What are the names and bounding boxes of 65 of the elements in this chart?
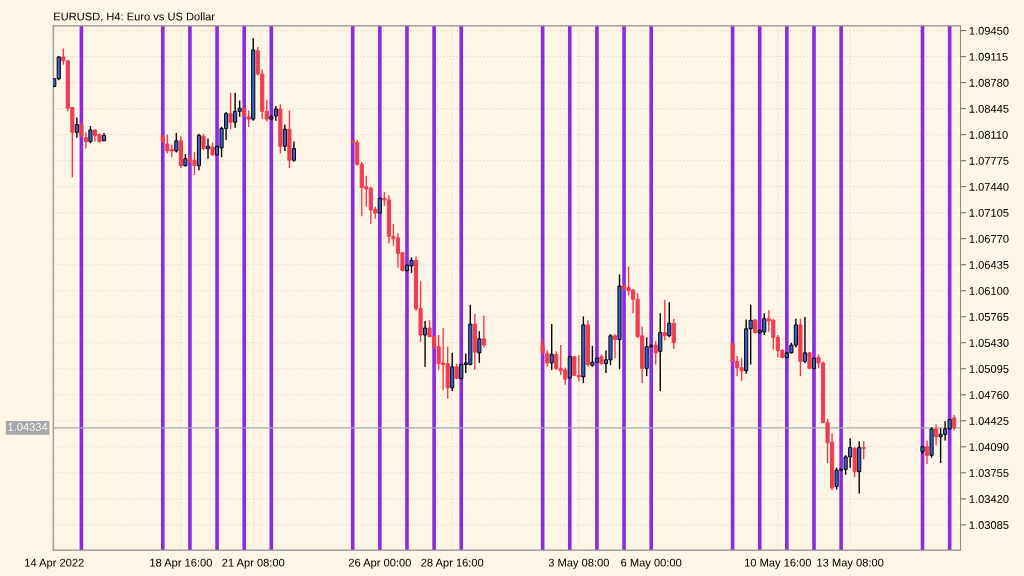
candlestick — [934, 423, 939, 446]
candlestick — [165, 133, 170, 154]
x-tick-label: 13 May 08:00 — [817, 558, 884, 569]
candlestick — [653, 340, 658, 366]
y-tick-label: 1.03420 — [969, 495, 1009, 503]
candlestick — [644, 336, 649, 377]
x-tick-label: 3 May 08:00 — [548, 558, 609, 569]
y-tick-label: 1.05765 — [969, 313, 1009, 321]
candlestick — [549, 323, 554, 371]
candlestick — [924, 439, 930, 465]
candlestick — [228, 92, 233, 130]
y-tick-label: 1.03085 — [969, 521, 1009, 529]
x-tick-label: 10 May 16:00 — [745, 558, 812, 569]
y-tick-label: 1.05430 — [969, 339, 1009, 347]
candlestick — [793, 317, 798, 349]
candlestick — [658, 312, 663, 392]
candlestick — [554, 350, 559, 371]
y-tick-label: 1.08780 — [969, 78, 1009, 87]
candlestick — [739, 357, 744, 382]
candlestick — [852, 446, 857, 478]
chart-title: EURUSD, H4: Euro vs US Dollar — [54, 12, 215, 22]
candlestick — [233, 92, 238, 129]
candlestick — [558, 344, 563, 377]
candlestick — [667, 301, 672, 339]
y-tick-label: 1.07775 — [969, 156, 1009, 165]
y-tick-label: 1.06100 — [969, 286, 1009, 295]
candlestick — [291, 140, 296, 163]
candlestick — [169, 144, 174, 158]
candlestick — [282, 123, 287, 152]
y-tick-label: 1.06435 — [969, 260, 1009, 269]
candlestick — [205, 137, 211, 160]
candlestick — [576, 354, 581, 383]
candlestick — [802, 316, 808, 364]
candlestick — [590, 345, 595, 368]
y-tick-label: 1.07440 — [969, 182, 1009, 191]
ref-line-label: 1.04334 — [8, 422, 48, 431]
y-tick-label: 1.09450 — [969, 26, 1009, 35]
y-tick-label: 1.03755 — [969, 469, 1009, 477]
y-tick-label: 1.05095 — [969, 365, 1009, 373]
x-tick-label: 26 Apr 00:00 — [348, 558, 411, 569]
candlestick — [612, 333, 618, 359]
x-tick-label: 6 May 00:00 — [621, 558, 682, 569]
y-tick-label: 1.06770 — [969, 234, 1009, 243]
y-tick-label: 1.07105 — [969, 208, 1009, 217]
candlestick — [662, 299, 667, 342]
y-tick-label: 1.09115 — [969, 52, 1008, 61]
x-tick-label: 28 Apr 16:00 — [421, 558, 484, 569]
candlestick — [834, 467, 839, 491]
y-tick-label: 1.04760 — [969, 391, 1009, 399]
candlestick — [74, 116, 79, 139]
candlestick — [192, 151, 197, 176]
y-tick-label: 1.04090 — [969, 443, 1009, 451]
candlestick — [481, 314, 486, 349]
x-tick-label: 18 Apr 16:00 — [150, 558, 212, 569]
candlestick — [626, 265, 631, 297]
candlestick — [395, 232, 401, 269]
y-tick-label: 1.04425 — [969, 417, 1009, 425]
candlestick — [477, 330, 482, 364]
x-tick-label: 14 Apr 2022 — [25, 558, 84, 569]
y-tick-label: 1.08445 — [969, 104, 1009, 113]
x-tick-label: 21 Apr 08:00 — [222, 558, 285, 569]
candlestick — [450, 352, 455, 392]
y-tick-label: 1.08110 — [969, 130, 1008, 139]
candlestick — [423, 320, 428, 368]
candlestick — [671, 317, 676, 350]
